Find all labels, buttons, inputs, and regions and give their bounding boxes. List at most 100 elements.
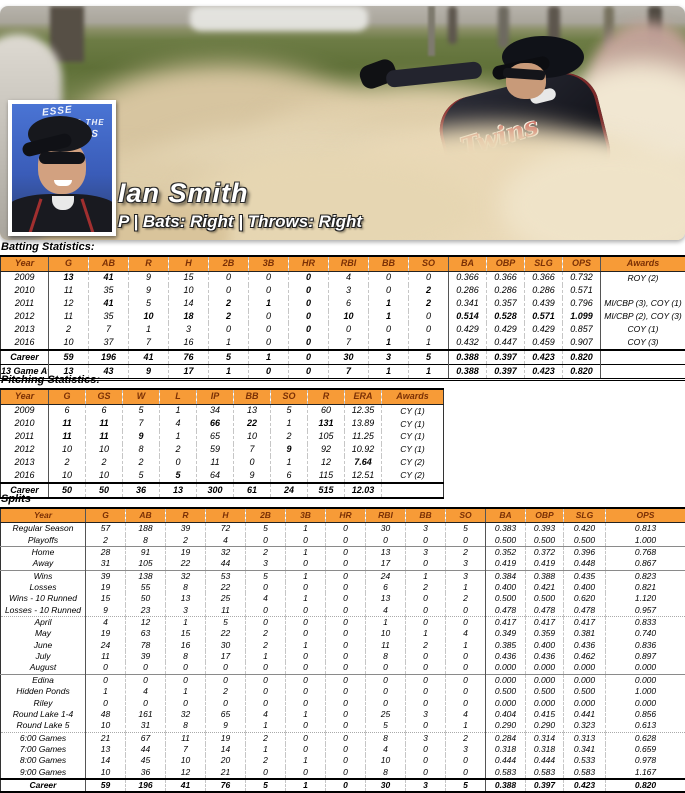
stat-cell: 22: [234, 418, 271, 431]
row-label: Losses - 10 Runned: [1, 605, 86, 617]
stat-cell: 9: [129, 285, 169, 298]
stat-cell: 1: [446, 582, 486, 593]
stat-cell: 1: [249, 350, 289, 364]
player-arm: [385, 61, 482, 88]
stat-cell: 5: [209, 350, 249, 364]
stat-cell: 0.384: [486, 570, 526, 582]
stat-cell: 3: [406, 779, 446, 792]
column-header: SLG: [564, 508, 606, 523]
stat-cell: 4: [246, 593, 286, 604]
stat-cell: 11: [166, 732, 206, 744]
stat-cell: 19: [166, 547, 206, 559]
stat-cell: 1.000: [606, 535, 685, 547]
stat-cell: 28: [86, 547, 126, 559]
stat-cell: 0.000: [564, 662, 606, 674]
column-header: 3B: [249, 256, 289, 271]
stat-cell: 0: [249, 285, 289, 298]
stat-cell: 0: [326, 582, 366, 593]
stat-cell: 0: [326, 698, 366, 709]
stat-cell: 0: [446, 686, 486, 697]
stat-cell: 1: [369, 336, 409, 350]
stat-cell: 4: [366, 605, 406, 617]
stat-cell: MI/CBP (2), COY (3): [601, 311, 685, 324]
stat-cell: 0.313: [564, 732, 606, 744]
stat-cell: 0: [206, 698, 246, 709]
stat-cell: 1: [129, 323, 169, 336]
column-header: AB: [89, 256, 129, 271]
stat-cell: 4: [160, 418, 197, 431]
column-header: Year: [1, 508, 86, 523]
stat-cell: 44: [206, 558, 246, 570]
stat-cell: 0.400: [526, 640, 564, 651]
stat-cell: 0: [209, 323, 249, 336]
stat-cell: 11: [86, 418, 123, 431]
stat-cell: 0.314: [526, 732, 564, 744]
stat-cell: 115: [308, 469, 345, 483]
stat-cell: 0: [446, 698, 486, 709]
stat-cell: 10: [49, 469, 86, 483]
stat-cell: 0: [206, 662, 246, 674]
stat-cell: 13: [49, 271, 89, 284]
stat-cell: 0: [246, 582, 286, 593]
stat-cell: 0: [289, 311, 329, 324]
stat-cell: 0: [286, 720, 326, 732]
stat-cell: 36: [126, 767, 166, 779]
stat-cell: 0.740: [606, 628, 685, 639]
stat-cell: 0: [406, 698, 446, 709]
stat-cell: 0.417: [564, 617, 606, 629]
stat-cell: 1.099: [563, 311, 601, 324]
stat-cell: 0.400: [486, 582, 526, 593]
stat-cell: 0.419: [526, 558, 564, 570]
stat-cell: 0: [286, 582, 326, 593]
stat-cell: 0: [326, 535, 366, 547]
stat-cell: 41: [166, 779, 206, 792]
stat-cell: 1: [446, 640, 486, 651]
column-header: Awards: [382, 389, 444, 404]
stat-cell: 2: [246, 732, 286, 744]
stat-cell: 32: [206, 547, 246, 559]
stat-cell: 15: [86, 593, 126, 604]
stat-cell: 2: [209, 311, 249, 324]
stat-cell: 1: [286, 523, 326, 535]
row-label: 6:00 Games: [1, 732, 86, 744]
stat-cell: 5: [246, 523, 286, 535]
stat-cell: 0.813: [606, 523, 685, 535]
stat-cell: 13: [234, 404, 271, 417]
stat-cell: 9: [86, 605, 126, 617]
stat-cell: 0.500: [564, 686, 606, 697]
row-label: 2012: [1, 311, 49, 324]
stat-cell: 0.856: [606, 709, 685, 720]
stat-cell: 0: [326, 523, 366, 535]
stat-cell: 0: [246, 662, 286, 674]
stat-cell: 3: [446, 744, 486, 755]
stat-cell: 0.000: [564, 674, 606, 686]
player-position-details: P | Bats: Right | Throws: Right: [118, 212, 362, 232]
stat-cell: 0: [366, 662, 406, 674]
stat-cell: 17: [366, 558, 406, 570]
stat-cell: 31: [126, 720, 166, 732]
stat-cell: 2: [446, 547, 486, 559]
stat-cell: 0.659: [606, 744, 685, 755]
stat-cell: 1.120: [606, 593, 685, 604]
stat-cell: 0: [369, 285, 409, 298]
stat-cell: 1: [160, 431, 197, 444]
stat-cell: 0.620: [564, 593, 606, 604]
player-name-block: Ian Smith P | Bats: Right | Throws: Righ…: [118, 178, 362, 232]
stat-cell: 4: [126, 686, 166, 697]
stat-cell: 0: [406, 767, 446, 779]
stat-cell: 8: [126, 535, 166, 547]
stat-cell: 11: [49, 285, 89, 298]
stat-cell: 63: [126, 628, 166, 639]
stat-cell: 0.435: [564, 570, 606, 582]
stat-cell: 105: [308, 431, 345, 444]
stat-cell: 11: [86, 651, 126, 662]
stat-cell: 0: [209, 271, 249, 284]
